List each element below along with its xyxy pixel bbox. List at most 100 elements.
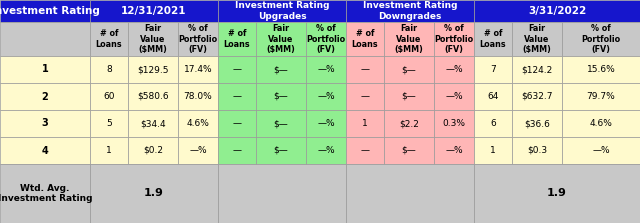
Bar (218, 56, 256, 83)
Bar (434, 137, 474, 164)
Text: $—: $— (274, 92, 289, 101)
Bar (90, 110, 128, 137)
Bar (90, 0, 218, 22)
Text: Fair
Value
($MM): Fair Value ($MM) (267, 24, 296, 54)
Bar (306, 137, 346, 164)
Text: 7: 7 (490, 65, 496, 74)
Bar (0, 56, 90, 83)
Bar (218, 110, 256, 137)
Text: —%: —% (189, 146, 207, 155)
Bar (90, 164, 218, 223)
Bar (0, 137, 90, 164)
Bar (256, 56, 306, 83)
Text: # of
Loans: # of Loans (352, 29, 378, 49)
Bar (474, 164, 640, 223)
Text: 6: 6 (490, 119, 496, 128)
Text: 78.0%: 78.0% (184, 92, 212, 101)
Text: —%: —% (317, 65, 335, 74)
Text: 64: 64 (487, 92, 499, 101)
Text: —: — (232, 92, 241, 101)
Bar (346, 83, 384, 110)
Text: —: — (232, 119, 241, 128)
Text: $129.5: $129.5 (137, 65, 169, 74)
Bar (384, 83, 434, 110)
Bar (90, 56, 128, 83)
Bar (256, 110, 306, 137)
Bar (306, 22, 346, 56)
Text: Fair
Value
($MM): Fair Value ($MM) (523, 24, 552, 54)
Text: Fair
Value
($MM): Fair Value ($MM) (395, 24, 424, 54)
Text: $36.6: $36.6 (524, 119, 550, 128)
Text: 2: 2 (42, 91, 49, 101)
Text: —: — (360, 92, 369, 101)
Bar (562, 137, 640, 164)
Text: % of
Portfolio
(FV): % of Portfolio (FV) (307, 24, 346, 54)
Text: 60: 60 (103, 92, 115, 101)
Text: 8: 8 (106, 65, 112, 74)
Text: $580.6: $580.6 (137, 92, 169, 101)
Text: # of
Loans: # of Loans (480, 29, 506, 49)
Text: $—: $— (274, 65, 289, 74)
Text: —%: —% (445, 92, 463, 101)
Bar (384, 110, 434, 137)
Text: % of
Portfolio
(FV): % of Portfolio (FV) (435, 24, 474, 54)
Text: # of
Loans: # of Loans (224, 29, 250, 49)
Bar (0, 164, 90, 223)
Text: $—: $— (402, 92, 417, 101)
Bar (0, 22, 90, 56)
Bar (256, 137, 306, 164)
Bar (474, 22, 512, 56)
Bar (384, 22, 434, 56)
Bar (512, 137, 562, 164)
Bar (562, 22, 640, 56)
Bar (0, 110, 90, 137)
Text: —: — (360, 65, 369, 74)
Bar (178, 22, 218, 56)
Text: Investment Rating: Investment Rating (0, 6, 99, 16)
Bar (128, 22, 178, 56)
Bar (256, 83, 306, 110)
Text: —%: —% (317, 146, 335, 155)
Bar (178, 137, 218, 164)
Text: —%: —% (317, 92, 335, 101)
Text: $2.2: $2.2 (399, 119, 419, 128)
Bar (256, 22, 306, 56)
Text: Wtd. Avg.
Investment Rating: Wtd. Avg. Investment Rating (0, 184, 92, 203)
Bar (128, 137, 178, 164)
Bar (474, 110, 512, 137)
Bar (384, 56, 434, 83)
Bar (346, 56, 384, 83)
Text: $—: $— (274, 119, 289, 128)
Text: 12/31/2021: 12/31/2021 (121, 6, 187, 16)
Text: 0.3%: 0.3% (442, 119, 465, 128)
Bar (306, 56, 346, 83)
Text: 4.6%: 4.6% (187, 119, 209, 128)
Text: 1: 1 (106, 146, 112, 155)
Text: $632.7: $632.7 (521, 92, 553, 101)
Bar (346, 110, 384, 137)
Bar (512, 56, 562, 83)
Bar (474, 137, 512, 164)
Bar (128, 83, 178, 110)
Bar (90, 83, 128, 110)
Text: % of
Portfolio
(FV): % of Portfolio (FV) (581, 24, 621, 54)
Bar (218, 0, 346, 22)
Bar (346, 137, 384, 164)
Text: 79.7%: 79.7% (587, 92, 616, 101)
Bar (434, 83, 474, 110)
Text: —: — (360, 146, 369, 155)
Bar (0, 0, 90, 22)
Text: Investment Rating
Upgrades: Investment Rating Upgrades (235, 1, 329, 21)
Bar (128, 110, 178, 137)
Text: $—: $— (402, 65, 417, 74)
Bar (474, 83, 512, 110)
Bar (384, 137, 434, 164)
Bar (562, 56, 640, 83)
Text: Investment Rating
Downgrades: Investment Rating Downgrades (363, 1, 457, 21)
Bar (562, 83, 640, 110)
Bar (218, 22, 256, 56)
Text: —%: —% (445, 146, 463, 155)
Bar (306, 110, 346, 137)
Text: 1: 1 (42, 64, 49, 74)
Bar (434, 56, 474, 83)
